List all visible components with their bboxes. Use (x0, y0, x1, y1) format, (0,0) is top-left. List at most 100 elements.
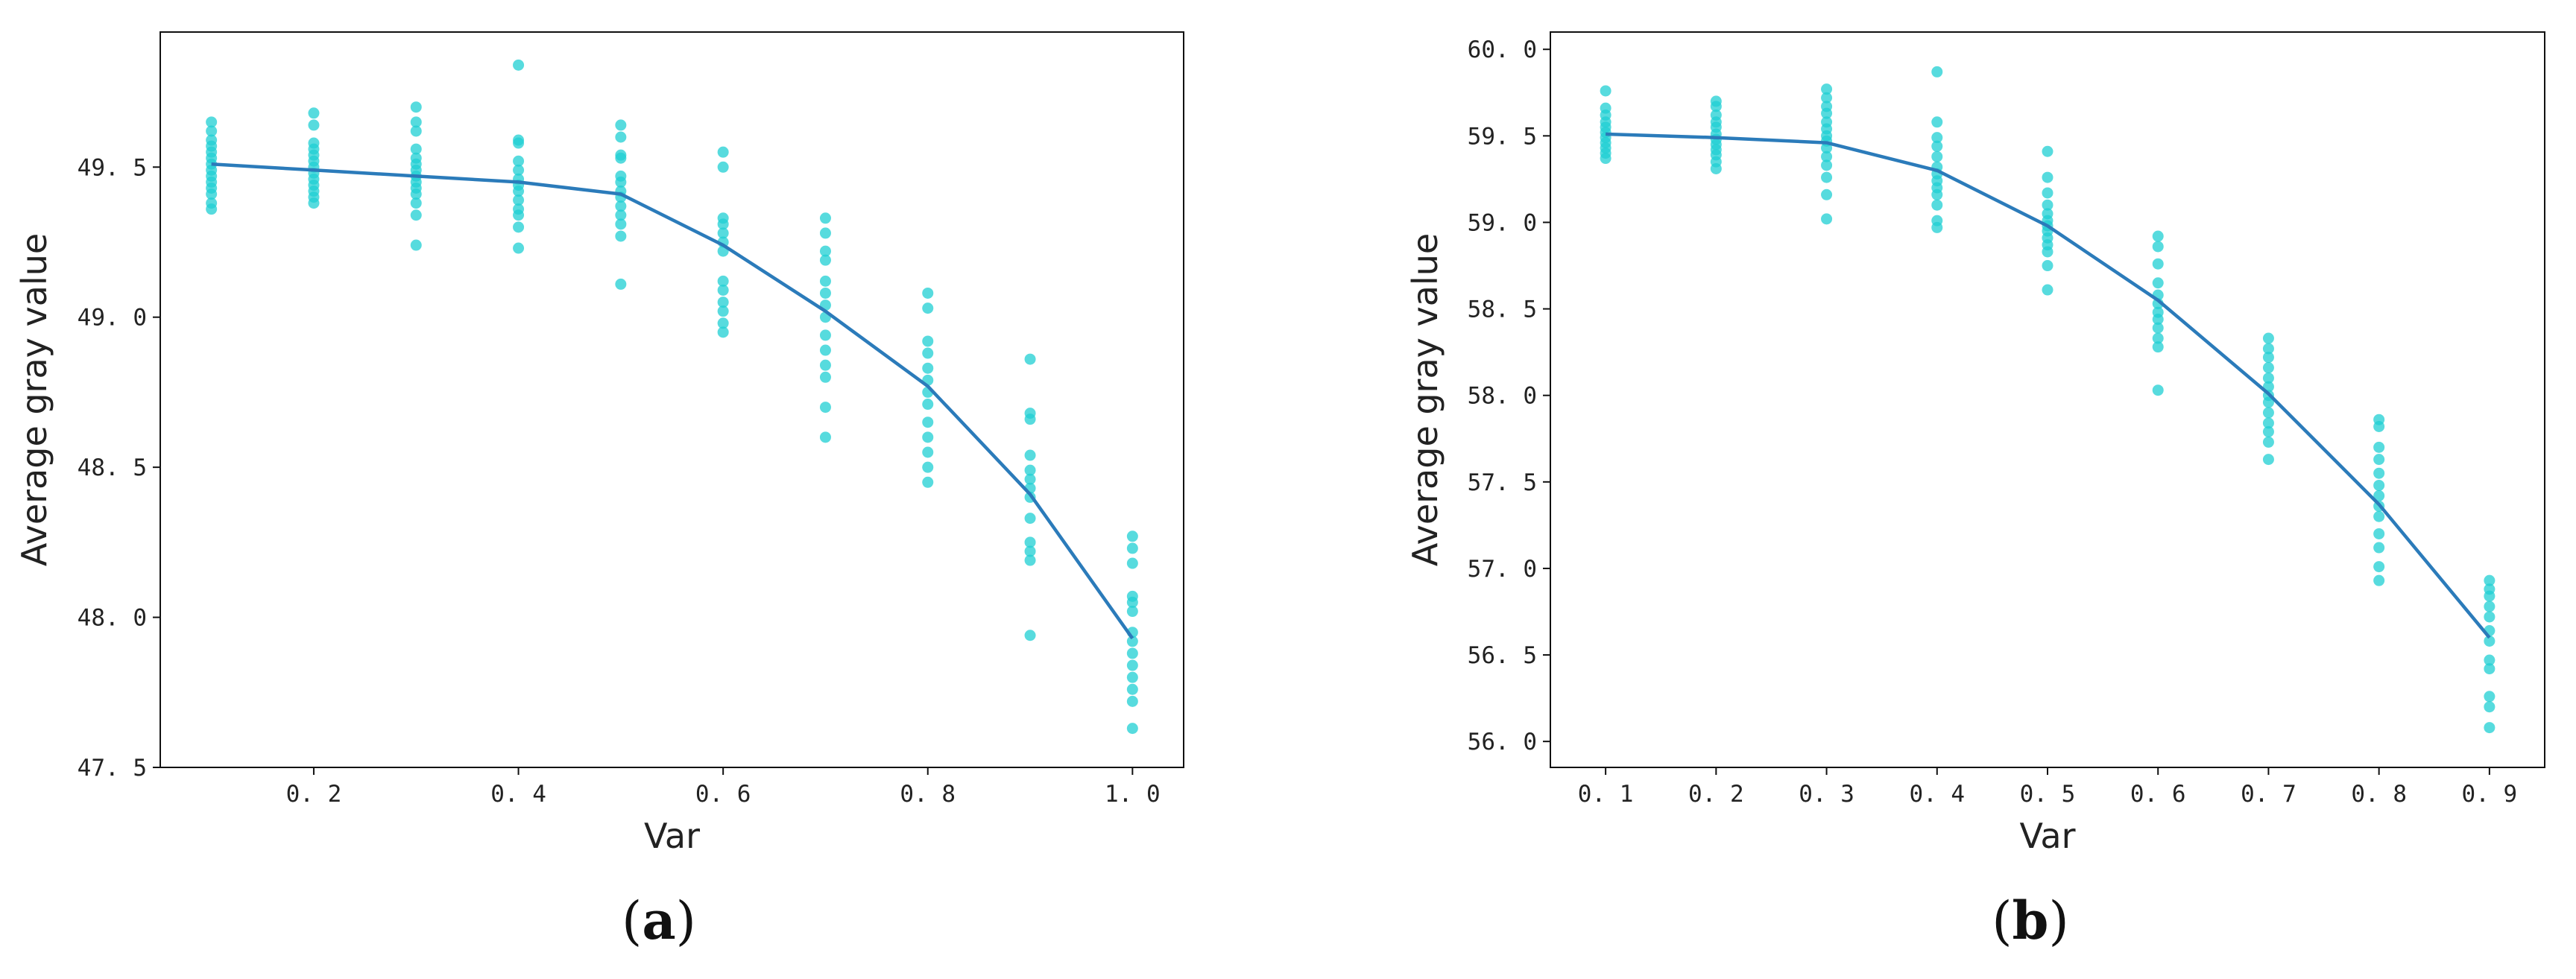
scatter-point (819, 227, 831, 239)
scatter-point (2373, 542, 2385, 554)
y-tick-label: 58. 0 (1468, 383, 1537, 410)
scatter-point (1024, 464, 1036, 476)
scatter-point (1931, 151, 1943, 162)
scatter-point (922, 476, 934, 488)
panel-label: (a) (622, 890, 696, 951)
x-tick-label: 0. 9 (2462, 781, 2518, 808)
scatter-point (1024, 353, 1036, 365)
scatter-point (819, 329, 831, 341)
scatter-point (1126, 647, 1138, 659)
scatter-point (717, 305, 729, 317)
scatter-point (717, 275, 729, 287)
scatter-point (1126, 542, 1138, 554)
scatter-point (922, 431, 934, 443)
x-tick-label: 0. 4 (1909, 781, 1965, 808)
scatter-point (2373, 479, 2385, 491)
scatter-point (1931, 188, 1943, 200)
x-tick-label: 0. 4 (490, 781, 546, 808)
y-tick-label: 47. 5 (78, 755, 147, 782)
scatter-point (410, 197, 422, 209)
panel-a: 47. 5 48. 0 48. 5 49. 0 49. 5 0. 2 0. 4 0. 6 0. … (14, 31, 1184, 951)
scatter-point (922, 461, 934, 473)
scatter-point (2262, 332, 2274, 344)
panel-label-open: ( (1992, 890, 2012, 951)
scatter-point (1821, 213, 1833, 225)
scatter-point (410, 209, 422, 221)
scatter-point (1931, 199, 1943, 211)
scatter-point (513, 186, 525, 197)
scatter-point (2484, 611, 2496, 623)
panel-label-close: ) (2048, 890, 2068, 951)
x-tick-label: 0. 6 (695, 781, 751, 808)
scatter-point (2262, 417, 2274, 429)
scatter-point (615, 218, 627, 230)
scatter-point (615, 230, 627, 242)
scatter-point (615, 278, 627, 290)
scatter-point (819, 431, 831, 443)
scatter-point (615, 200, 627, 212)
scatter-point (819, 402, 831, 414)
scatter-point (2042, 187, 2053, 199)
y-axis-label: Average gray value (1405, 233, 1445, 566)
scatter-point (922, 287, 934, 299)
y-tick-label: 59. 5 (1468, 123, 1537, 150)
scatter-point (410, 125, 422, 137)
scatter-point (2484, 574, 2496, 586)
scatter-point (1821, 171, 1833, 183)
scatter-point (1024, 513, 1036, 525)
scatter-point (922, 399, 934, 411)
scatter-point (1126, 636, 1138, 647)
scatter-point (1821, 107, 1833, 119)
scatter-point (2262, 436, 2274, 448)
scatter-point (2042, 284, 2053, 296)
panel-label-letter: a (642, 890, 675, 951)
y-tick-label: 49. 5 (78, 154, 147, 181)
scatter-point (717, 146, 729, 158)
scatter-point (2042, 171, 2053, 183)
scatter-point (1126, 683, 1138, 695)
scatter-point (1024, 630, 1036, 641)
scatter-point (1024, 536, 1036, 548)
scatter-point (2262, 372, 2274, 384)
scatter-point (2042, 145, 2053, 157)
scatter-point (819, 275, 831, 287)
scatter-point (1126, 695, 1138, 707)
x-tick-label: 0. 6 (2130, 781, 2186, 808)
scatter-point (206, 116, 218, 128)
scatter-point (2484, 601, 2496, 612)
scatter-point (1126, 671, 1138, 683)
scatter-point (922, 416, 934, 428)
scatter-point (1821, 83, 1833, 95)
scatter-point (1600, 153, 1611, 165)
scatter-point (922, 335, 934, 347)
scatter-point (2152, 332, 2164, 344)
scatter-point (2484, 663, 2496, 675)
scatter-point (1710, 162, 1722, 174)
scatter-point (410, 188, 422, 200)
x-axis-label: Var (2020, 816, 2076, 856)
scatter-point (615, 119, 627, 131)
scatter-point (1821, 151, 1833, 162)
scatter-point (1126, 723, 1138, 735)
scatter-point (717, 317, 729, 329)
scatter-point (1126, 530, 1138, 542)
scatter-point (410, 101, 422, 113)
scatter-point (1931, 132, 1943, 144)
scatter-point (410, 143, 422, 155)
scatter-point (2042, 246, 2053, 258)
scatter-point (410, 116, 422, 128)
scatter-point (1024, 545, 1036, 557)
scatter-point (2152, 314, 2164, 326)
scatter-point (2152, 230, 2164, 242)
panel-b: 56. 0 56. 5 57. 0 57. 5 58. 0 58. 5 59. 0 59. 5… (1405, 31, 2545, 951)
scatter-point (2262, 396, 2274, 408)
scatter-point (2152, 241, 2164, 253)
mean-line (211, 162, 1134, 640)
scatter-point (819, 359, 831, 371)
mean-line (1606, 132, 2491, 639)
scatter-point (2373, 527, 2385, 539)
scatter-point (2373, 561, 2385, 573)
y-tick-label: 49. 0 (78, 305, 147, 332)
scatter-point (206, 203, 218, 215)
